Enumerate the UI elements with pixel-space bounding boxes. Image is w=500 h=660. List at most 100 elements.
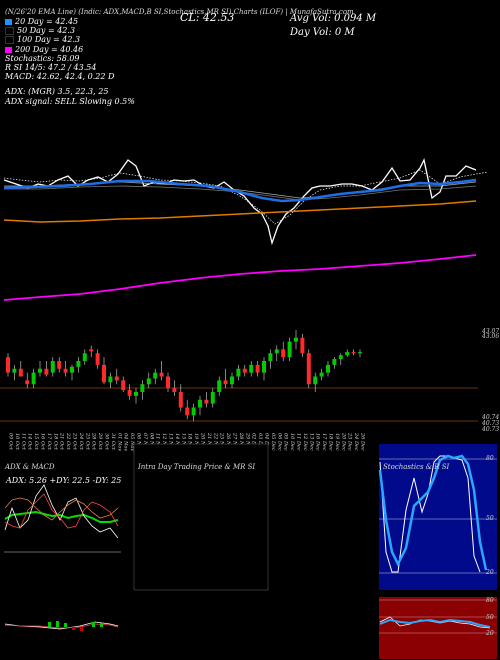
date-tick-label: 17 Oct [46, 433, 52, 451]
date-tick-label: 28 Oct [91, 432, 97, 451]
candle-body [6, 357, 10, 373]
date-tick-label: 13 Nov [168, 433, 174, 451]
candle-body [242, 368, 247, 373]
close-price-label: CL: 42.53 [180, 11, 235, 24]
ema-grey-2 [4, 185, 477, 201]
date-tick-label: 14 Oct [27, 433, 33, 451]
candle-body [262, 361, 266, 373]
date-tick-label: 19 Nov [193, 433, 199, 451]
date-tick-label: 03 Dec [257, 433, 263, 451]
chart-header-title: (N/26'20 EMA Line) (Indic: ADX,MACD,B SI… [5, 8, 354, 16]
ema-20-blue [3, 178, 477, 203]
candle-body [172, 388, 177, 392]
legend-item-200day: 200 Day = 40.46 [5, 45, 135, 54]
date-tick-label: 18 Oct [52, 433, 58, 451]
candle-body [57, 361, 62, 369]
intraday-panel [133, 443, 269, 591]
legend-color-20day [5, 19, 12, 25]
date-tick-label: 11 Nov [155, 433, 161, 451]
candle-body [146, 378, 151, 385]
rsi-reading: R SI 14/5: 47.2 / 43.54 [5, 63, 97, 73]
price-label-low2: 40.73 [482, 420, 500, 427]
date-tick-label: 22 Nov [212, 432, 218, 451]
price-line-white [3, 158, 477, 246]
candle-body [300, 337, 305, 354]
adx-panel-title: ADX & MACD [5, 463, 55, 471]
rsi-blue-line [379, 618, 491, 628]
candle-body [185, 407, 190, 416]
date-tick-label: 12 Dec [302, 433, 308, 451]
candle-body [70, 366, 74, 373]
candle-body [306, 353, 311, 385]
candle-body [108, 376, 113, 383]
adx-white-line [4, 484, 119, 539]
date-tick-label: 18 Dec [328, 433, 334, 451]
candle-body [12, 368, 17, 373]
moving-average-legend: 20 Day = 42.45 50 Day = 42.3 100 Day = 4… [5, 17, 135, 106]
candle-body [121, 380, 126, 391]
candle-body [332, 359, 337, 365]
adx-panel [4, 474, 121, 631]
date-tick-label: 05 Dec [270, 433, 276, 451]
date-tick-label: 01 Nov [116, 433, 122, 451]
candlestick-series [6, 330, 362, 422]
candle-body [18, 368, 23, 377]
candle-body [127, 390, 132, 396]
date-tick-label: 25 Oct [84, 432, 90, 451]
candle-body [95, 353, 100, 365]
date-tick-label: 04 Nov [123, 433, 129, 451]
date-tick-label: 27 Nov [232, 432, 238, 451]
date-tick-label: 12 Nov [161, 433, 167, 451]
date-tick-label: 10 Dec [289, 433, 295, 451]
price-label-top1: 43.07 [482, 328, 500, 335]
candle-body [82, 353, 87, 361]
date-tick-label: 09 Oct [8, 433, 14, 451]
date-tick-label: 02 Dec [251, 433, 257, 451]
price-label-low3: 40.73 [482, 426, 500, 433]
candle-body [114, 376, 119, 381]
candle-body [153, 372, 158, 379]
date-tick-label: 24 Dec [353, 432, 359, 451]
date-tick-label: 15 Nov [180, 433, 186, 451]
date-tick-label: 31 Oct [110, 433, 116, 451]
rsi-label-80: 80 [486, 597, 494, 604]
legend-item-50day: 50 Day = 42.3 [5, 26, 135, 36]
macd-reading: MACD: 42.62, 42.4, 0.22 D [5, 72, 115, 82]
macd-signal-line [4, 623, 119, 629]
adx-panel-reading: ADX: 5.26 +DY: 22.5 -DY: 25 [6, 476, 122, 485]
candle-body [345, 352, 350, 356]
macd-histogram-red [72, 627, 83, 631]
stochastics-panel-title: Stochastics & R SI [383, 463, 450, 471]
candle-body [89, 349, 94, 352]
stoch-d-line [378, 454, 488, 571]
candle-body [338, 355, 343, 360]
date-tick-label: 26 Dec [360, 432, 366, 451]
adx-reading: ADX: (MGR) 3.5, 22.3, 25 [5, 87, 109, 97]
date-tick-label: 20 Dec [340, 432, 346, 451]
adx-green-line [4, 510, 119, 523]
candle-body [50, 361, 55, 373]
date-tick-label: 16 Oct [40, 433, 46, 451]
candle-body [236, 368, 241, 377]
date-tick-label: 08 Nov [148, 433, 154, 451]
candle-body [76, 361, 81, 367]
date-tick-label: 24 Oct [78, 432, 84, 451]
price-label-low1: 40.74 [482, 414, 500, 421]
candle-body [38, 368, 42, 373]
date-tick-label: 21 Nov [206, 432, 212, 451]
adx-signal: ADX signal: SELL Slowing 0.5% [5, 96, 135, 106]
date-tick-label: 18 Nov [187, 433, 193, 451]
date-tick-label: 10 Oct [14, 433, 20, 451]
date-tick-label: 20 Nov [200, 432, 206, 451]
candle-body [223, 380, 228, 385]
date-tick-label: 26 Nov [225, 432, 231, 451]
candle-body [287, 341, 292, 358]
date-tick-label: 25 Nov [219, 432, 225, 451]
date-tick-label: 23 Dec [347, 432, 353, 451]
candle-body [358, 352, 362, 354]
legend-color-200day [5, 46, 12, 53]
ema-panel [3, 158, 489, 301]
date-tick-label: 13 Dec [308, 433, 314, 451]
date-tick-label: 06 Dec [276, 433, 282, 451]
